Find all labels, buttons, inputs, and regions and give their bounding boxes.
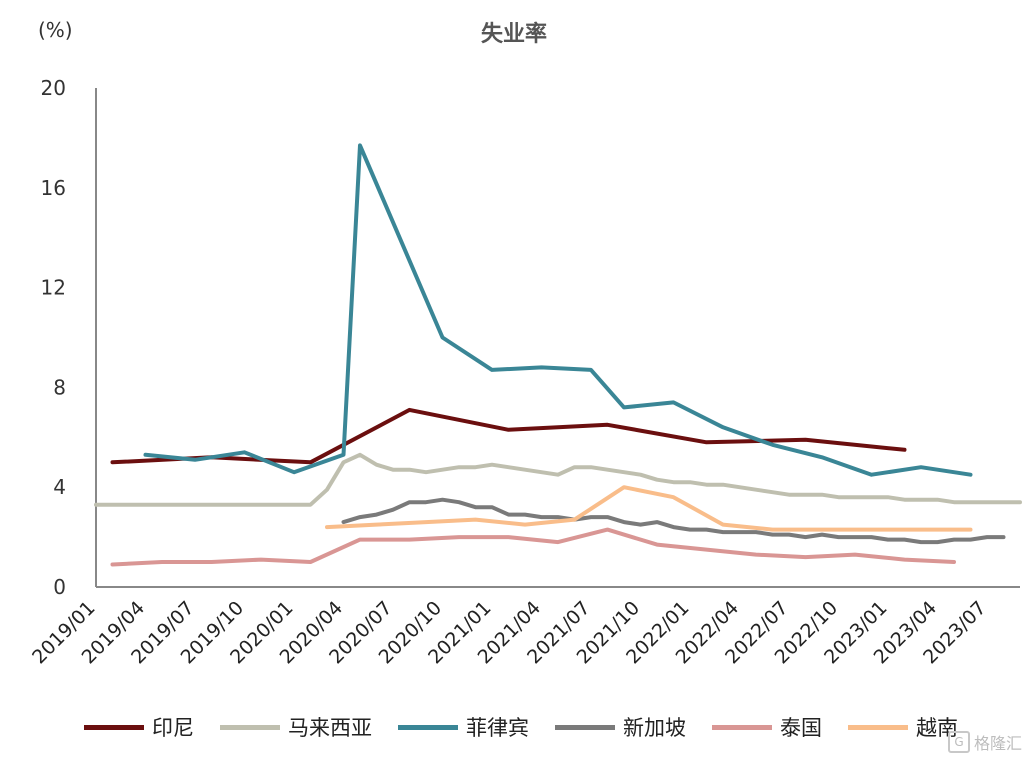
y-tick-label: 8	[53, 375, 66, 399]
chart-legend: 印尼 马来西亚 菲律宾 新加坡 泰国 越南	[84, 712, 984, 742]
chart-title: 失业率	[480, 22, 547, 47]
legend-item-0: 印尼	[84, 712, 194, 742]
watermark-logo-icon: G	[947, 731, 970, 753]
legend-label: 泰国	[780, 716, 822, 740]
series-line-1	[94, 452, 1022, 507]
legend-item-4: 泰国	[712, 712, 822, 742]
legend-swatch	[712, 724, 772, 730]
legend-swatch	[848, 724, 908, 730]
legend-swatch	[555, 724, 615, 730]
legend-label: 印尼	[152, 716, 194, 740]
y-tick-label: 20	[41, 76, 66, 100]
y-tick-label: 4	[53, 475, 66, 499]
legend-item-5: 越南	[848, 712, 958, 742]
legend-item-3: 新加坡	[555, 712, 686, 742]
series-line-5	[325, 485, 973, 532]
series-line-4	[110, 527, 956, 567]
watermark: G 格隆汇	[947, 730, 1022, 754]
legend-item-1: 马来西亚	[220, 712, 372, 742]
y-tick-label: 0	[53, 575, 66, 599]
y-axis-unit-label: (%)	[38, 18, 73, 42]
y-tick-label: 12	[41, 276, 66, 300]
legend-swatch	[398, 724, 458, 730]
y-tick-label: 16	[41, 176, 66, 200]
unemployment-line-chart: 0481216202019/012019/042019/072019/10202…	[28, 76, 1022, 668]
legend-item-2: 菲律宾	[398, 712, 529, 742]
series-line-2	[143, 143, 973, 477]
watermark-text: 格隆汇	[973, 734, 1022, 753]
series-line-0	[110, 407, 907, 465]
legend-label: 菲律宾	[466, 716, 529, 740]
legend-swatch	[84, 724, 144, 730]
series-line-3	[341, 497, 1006, 545]
legend-label: 马来西亚	[288, 716, 372, 740]
legend-label: 新加坡	[623, 716, 686, 740]
legend-label: 越南	[916, 716, 958, 740]
legend-swatch	[220, 724, 280, 730]
